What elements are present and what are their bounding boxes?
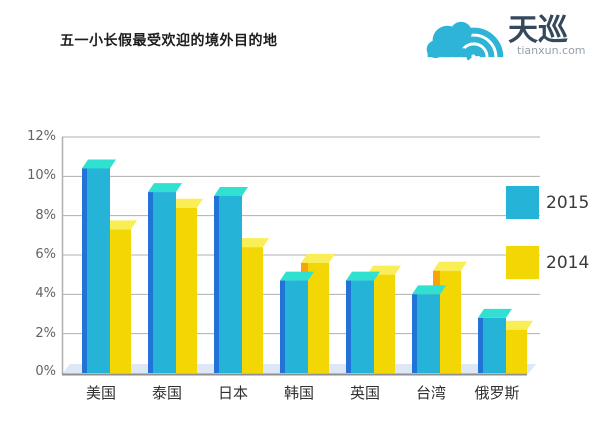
y-tick-6: 6%	[35, 247, 56, 262]
y-tick-2: 2%	[35, 326, 56, 341]
brand-logo: 天巡 tianxun.com	[424, 8, 586, 66]
x-label-thailand: 泰国	[151, 384, 182, 402]
y-tick-4: 4%	[35, 286, 56, 301]
y-tick-12: 12%	[27, 129, 56, 144]
y-tick-8: 8%	[35, 208, 56, 223]
x-label-uk: 英国	[349, 384, 380, 402]
brand-name: 天巡	[508, 13, 568, 48]
y-tick-10: 10%	[27, 168, 56, 183]
x-label-usa: 美国	[85, 384, 116, 402]
x-label-russia: 俄罗斯	[474, 384, 520, 402]
x-label-japan: 日本	[217, 384, 248, 402]
chart-title: 五一小长假最受欢迎的境外目的地	[60, 33, 278, 49]
x-label-korea: 韩国	[283, 384, 314, 402]
y-tick-0: 0%	[35, 364, 56, 379]
x-label-taiwan: 台湾	[415, 384, 446, 402]
legend-item-2014: 2014	[506, 246, 589, 279]
cloud-waves-icon	[426, 21, 504, 61]
legend-label-2015: 2015	[546, 192, 590, 213]
legend-swatch-2015	[506, 186, 539, 219]
brand-domain: tianxun.com	[517, 44, 586, 57]
legend-swatch-2014	[506, 246, 539, 279]
legend-label-2014: 2014	[546, 252, 590, 273]
legend-item-2015: 2015	[506, 186, 589, 219]
